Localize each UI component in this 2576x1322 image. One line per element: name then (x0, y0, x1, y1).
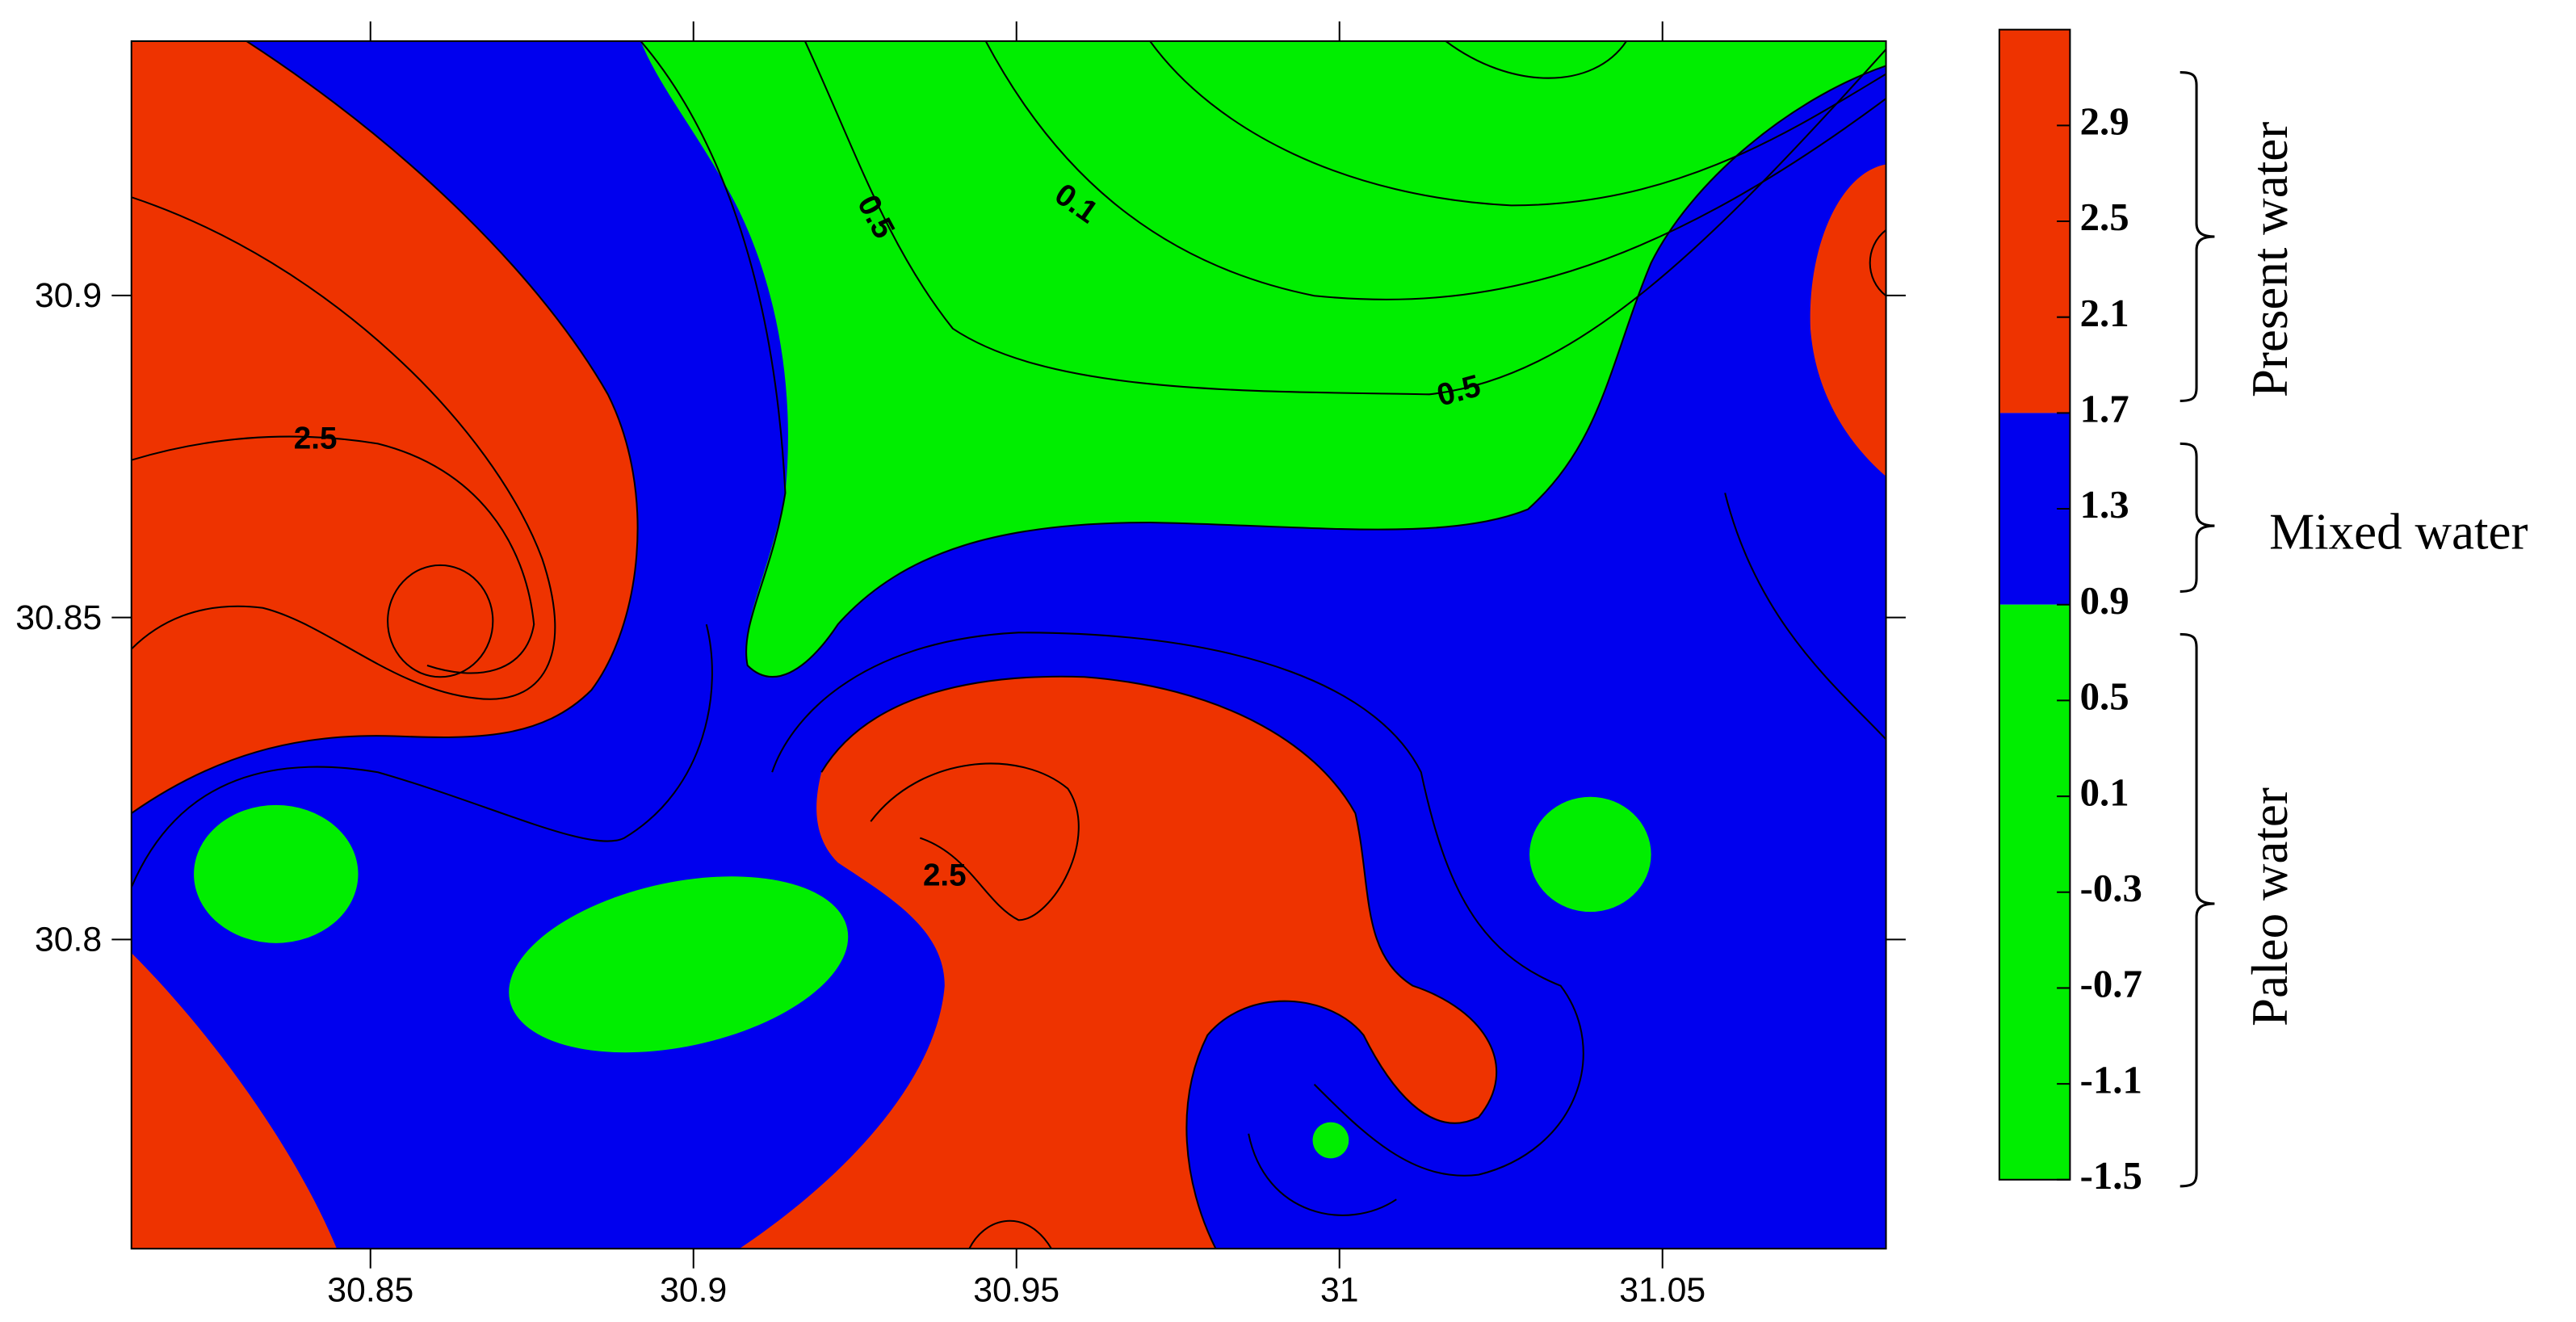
axes: 30.85 30.9 30.95 31 31.05 30.8 30.85 30.9 (15, 21, 1906, 1309)
colorbar-tick-label: -1.1 (2080, 1057, 2142, 1102)
band-label: Paleo water (2242, 787, 2298, 1026)
present-region (1810, 164, 1886, 477)
x-tick-label: 30.85 (327, 1270, 413, 1309)
x-tick-label: 30.95 (973, 1270, 1059, 1309)
colorbar-tick-label: -0.7 (2080, 962, 2142, 1006)
colorbar-tick-label: 1.3 (2080, 482, 2129, 527)
x-tick-label: 31.05 (1619, 1270, 1705, 1309)
band-label: Present water (2242, 122, 2298, 397)
paleo-region (509, 876, 849, 1053)
colorbar: 2.9 2.5 2.1 1.7 1.3 0.9 0.5 0.1 -0.3 -0.7 -1.1 -1.5 (1998, 28, 2142, 1198)
colorbar-tick-label: 1.7 (2080, 387, 2129, 431)
y-tick-label: 30.85 (15, 598, 102, 637)
paleo-region (194, 804, 359, 943)
present-region (131, 40, 638, 814)
colorbar-tick-label: -0.3 (2080, 866, 2142, 910)
brackets (2180, 71, 2215, 1188)
colorbar-tick-label: 2.1 (2080, 291, 2129, 335)
present-region (739, 676, 1497, 1249)
colorbar-tick-label: 0.1 (2080, 770, 2129, 814)
contour-label: 2.5 (294, 421, 338, 455)
plot-frame (130, 40, 1887, 1250)
colorbar-tick-label: 2.5 (2080, 195, 2129, 239)
x-tick-label: 31 (1320, 1270, 1359, 1309)
paleo-region (640, 40, 1886, 678)
paleo-region (1529, 796, 1651, 913)
paleo-region (1312, 1122, 1349, 1159)
y-tick-label: 30.9 (35, 276, 102, 315)
y-tick-label: 30.8 (35, 921, 102, 959)
colorbar-tick-label: 0.9 (2080, 578, 2129, 623)
x-tick-label: 30.9 (660, 1270, 727, 1309)
contour-map: 2.50.5 0.10.52.5 (131, 40, 1886, 1249)
contour-lines (131, 40, 1886, 1249)
band-label: Mixed water (2269, 504, 2528, 560)
contour-label: 2.5 (923, 858, 967, 893)
colorbar-tick-label: 2.9 (2080, 99, 2129, 144)
present-region (131, 953, 338, 1249)
colorbar-tick-label: 0.5 (2080, 674, 2129, 719)
colorbar-tick-label: -1.5 (2080, 1153, 2142, 1198)
